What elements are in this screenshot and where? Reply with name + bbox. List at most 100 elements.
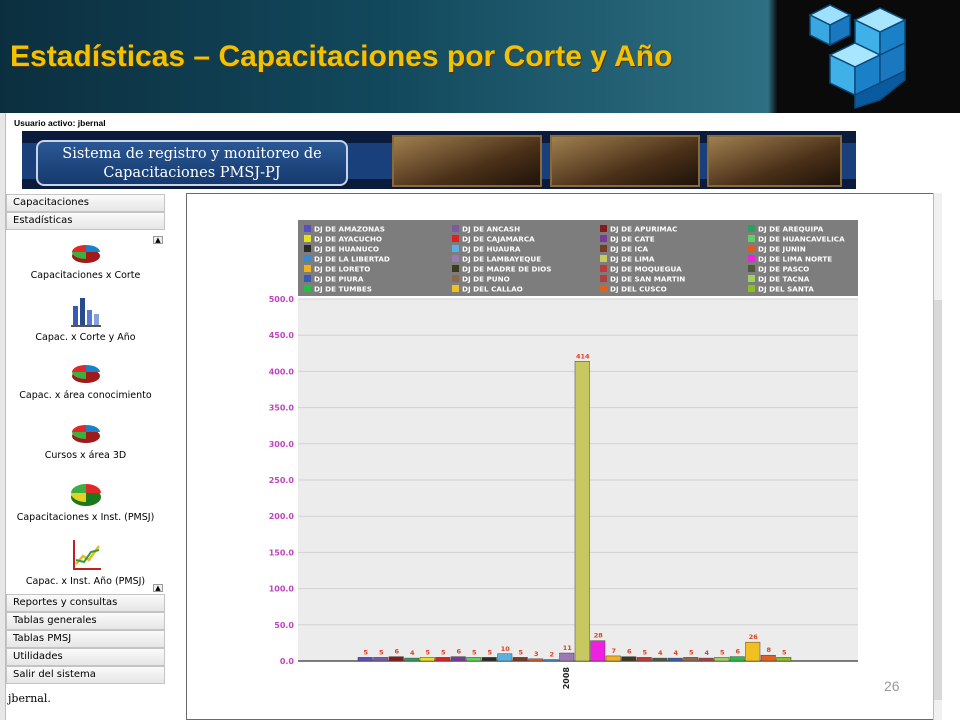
submenu-item-capacitaciones-x-corte[interactable]: Capacitaciones x Corte — [6, 240, 165, 281]
bar-value-label: 11 — [563, 644, 573, 652]
banner-photo-2 — [550, 135, 700, 187]
legend-swatch — [304, 285, 311, 292]
legend-swatch — [452, 225, 459, 232]
slide-header — [0, 0, 960, 113]
menu-item-estadisticas[interactable]: Estadísticas — [6, 212, 165, 230]
submenu-item-label: Capac. x Inst. Año (PMSJ) — [25, 576, 146, 587]
menu-item-capacitaciones[interactable]: Capacitaciones — [6, 194, 165, 212]
submenu-scroll-down-button[interactable]: ▲ — [153, 584, 163, 592]
legend-swatch — [600, 285, 607, 292]
bar — [450, 656, 466, 662]
bar-value-label: 28 — [594, 632, 604, 640]
line-chart-icon — [72, 540, 101, 570]
legend-label: DJ DE ANCASH — [462, 225, 520, 234]
submenu-item-capac-x-area-conocimiento[interactable]: Capac. x área conocimiento — [6, 360, 165, 401]
y-tick-label: 500.0 — [269, 295, 295, 304]
legend-label: DJ DE LORETO — [314, 265, 370, 274]
menu-item-utilidades[interactable]: Utilidades — [6, 648, 165, 666]
legend-swatch — [452, 235, 459, 242]
slide-page-number: 26 — [884, 678, 900, 694]
bar-value-label: 5 — [720, 648, 725, 656]
content-scrollbar-thumb[interactable] — [934, 300, 942, 700]
bar — [776, 657, 792, 662]
bar-value-label: 5 — [472, 648, 477, 656]
bar — [481, 657, 497, 662]
bar-value-label: 5 — [782, 648, 787, 656]
bar — [559, 652, 575, 662]
y-tick-label: 450.0 — [269, 331, 295, 340]
legend-swatch — [452, 275, 459, 282]
menu-item-salir[interactable]: Salir del sistema — [6, 666, 165, 684]
bar — [512, 657, 528, 662]
submenu-item-label: Capac. x área conocimiento — [19, 390, 152, 401]
legend-swatch — [452, 245, 459, 252]
legend-swatch — [304, 265, 311, 272]
banner-photo-3 — [707, 135, 842, 187]
slide-title: Estadísticas – Capacitaciones por Corte … — [10, 40, 673, 73]
banner-photo-1 — [392, 135, 542, 187]
legend-label: DJ DE AREQUIPA — [758, 225, 824, 234]
legend-label: DJ DE TACNA — [758, 275, 810, 284]
legend-swatch — [748, 235, 755, 242]
x-tick-label: 2008 — [562, 667, 571, 690]
cube-logo-icon — [808, 4, 907, 110]
legend-label: DJ DE HUANUCO — [314, 245, 379, 254]
submenu-scroll-up-button[interactable]: ▲ — [153, 236, 163, 244]
legend-swatch — [304, 235, 311, 242]
menu-item-reportes[interactable]: Reportes y consultas — [6, 594, 165, 612]
pie-chart-icon — [71, 365, 100, 383]
bar — [729, 656, 745, 662]
bar-value-label: 5 — [379, 648, 384, 656]
bar — [543, 659, 559, 662]
legend-label: DJ DE MOQUEGUA — [610, 265, 682, 274]
pie-chart-icon — [71, 245, 100, 263]
legend-swatch — [748, 285, 755, 292]
bar — [373, 657, 389, 662]
submenu-item-cursos-x-area-3d[interactable]: Cursos x área 3D — [6, 420, 165, 461]
banner-title: Sistema de registro y monitoreo de Capac… — [36, 140, 348, 186]
bar-value-label: 4 — [673, 649, 678, 657]
legend-label: DJ DE JUNIN — [758, 245, 806, 254]
legend-label: DJ DE AYACUCHO — [314, 235, 382, 244]
bar-value-label: 4 — [410, 649, 415, 657]
legend-swatch — [452, 255, 459, 262]
legend-swatch — [748, 275, 755, 282]
bar-value-label: 5 — [441, 648, 446, 656]
legend-swatch — [600, 235, 607, 242]
banner-title-line1: Sistema de registro y monitoreo de — [62, 146, 322, 162]
legend-label: DJ DE AMAZONAS — [314, 225, 385, 234]
menu-item-tablas-generales[interactable]: Tablas generales — [6, 612, 165, 630]
bar-value-label: 5 — [518, 648, 523, 656]
menu-item-tablas-pmsj[interactable]: Tablas PMSJ — [6, 630, 165, 648]
legend-label: DJ DE APURIMAC — [610, 225, 677, 234]
window-left-edge — [0, 113, 6, 720]
legend-label: DJ DE HUANCAVELICA — [758, 235, 845, 244]
bar-value-label: 6 — [456, 648, 461, 656]
bar — [698, 657, 714, 662]
legend-swatch — [304, 245, 311, 252]
legend-swatch — [748, 225, 755, 232]
bar — [667, 657, 683, 662]
legend-swatch — [600, 275, 607, 282]
submenu-item-capacitaciones-x-inst[interactable]: Capacitaciones x Inst. (PMSJ) — [6, 480, 165, 523]
bar — [605, 655, 621, 662]
legend-swatch — [748, 245, 755, 252]
submenu-item-capac-x-corte-y-ano[interactable]: Capac. x Corte y Año — [6, 296, 165, 343]
bar — [404, 657, 420, 662]
bar — [590, 640, 606, 662]
legend-swatch — [748, 265, 755, 272]
bar — [357, 657, 373, 662]
bar — [435, 657, 451, 662]
bar — [528, 658, 544, 662]
legend-swatch — [600, 245, 607, 252]
bar — [714, 657, 730, 662]
statistics-submenu: ▲ ▲ Capacitaciones x Corte Capac. x Cort… — [6, 232, 165, 594]
legend-swatch — [304, 225, 311, 232]
bar-value-label: 5 — [425, 648, 430, 656]
bar — [497, 653, 513, 662]
legend-label: DJ DEL CALLAO — [462, 285, 523, 294]
y-tick-label: 200.0 — [269, 512, 295, 521]
legend-swatch — [600, 225, 607, 232]
submenu-item-capac-x-inst-ano[interactable]: Capac. x Inst. Año (PMSJ) — [6, 538, 165, 587]
menu-top: Capacitaciones Estadísticas — [6, 194, 165, 230]
